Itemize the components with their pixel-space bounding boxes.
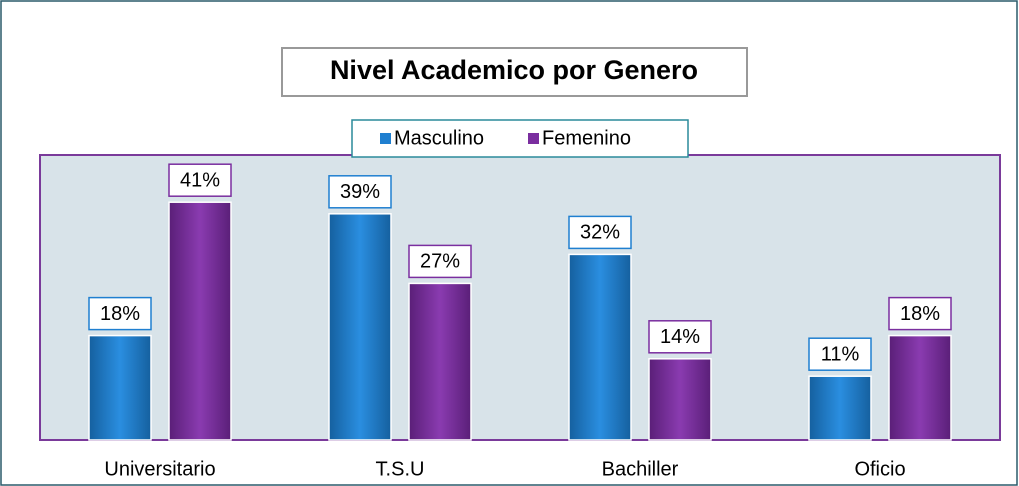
legend-box <box>351 119 689 158</box>
value-label-box <box>328 175 392 209</box>
bar <box>88 334 152 441</box>
legend-swatch <box>528 133 539 144</box>
x-tick-label: Bachiller <box>602 458 679 480</box>
legend-label: Masculino <box>394 127 484 149</box>
chart-title: Nivel Academico por Genero <box>330 55 698 85</box>
legend-swatch <box>380 133 391 144</box>
bar <box>888 334 952 441</box>
x-tick-label: Oficio <box>854 458 905 480</box>
value-label: 14% <box>660 326 700 348</box>
bar <box>328 213 392 441</box>
value-label: 41% <box>180 169 220 191</box>
bar <box>408 282 472 441</box>
bar <box>168 201 232 441</box>
value-label-box <box>88 296 152 331</box>
legend-label: Femenino <box>542 127 631 149</box>
value-label-box <box>808 337 872 371</box>
value-label-box <box>568 215 632 250</box>
value-label: 18% <box>100 303 140 325</box>
x-tick-label: Universitario <box>104 458 215 480</box>
value-label: 32% <box>580 222 620 244</box>
value-label: 18% <box>900 303 940 325</box>
x-tick-label: T.S.U <box>376 458 425 480</box>
value-label: 11% <box>821 343 860 365</box>
value-label-box <box>408 244 472 279</box>
bar <box>568 253 632 441</box>
value-label-box <box>648 320 712 354</box>
value-label: 39% <box>340 181 380 203</box>
bar <box>648 358 712 441</box>
value-label: 27% <box>420 251 460 273</box>
value-label-box <box>888 296 952 331</box>
title-box <box>281 47 748 97</box>
value-label-box <box>168 163 232 197</box>
bar <box>808 375 872 441</box>
